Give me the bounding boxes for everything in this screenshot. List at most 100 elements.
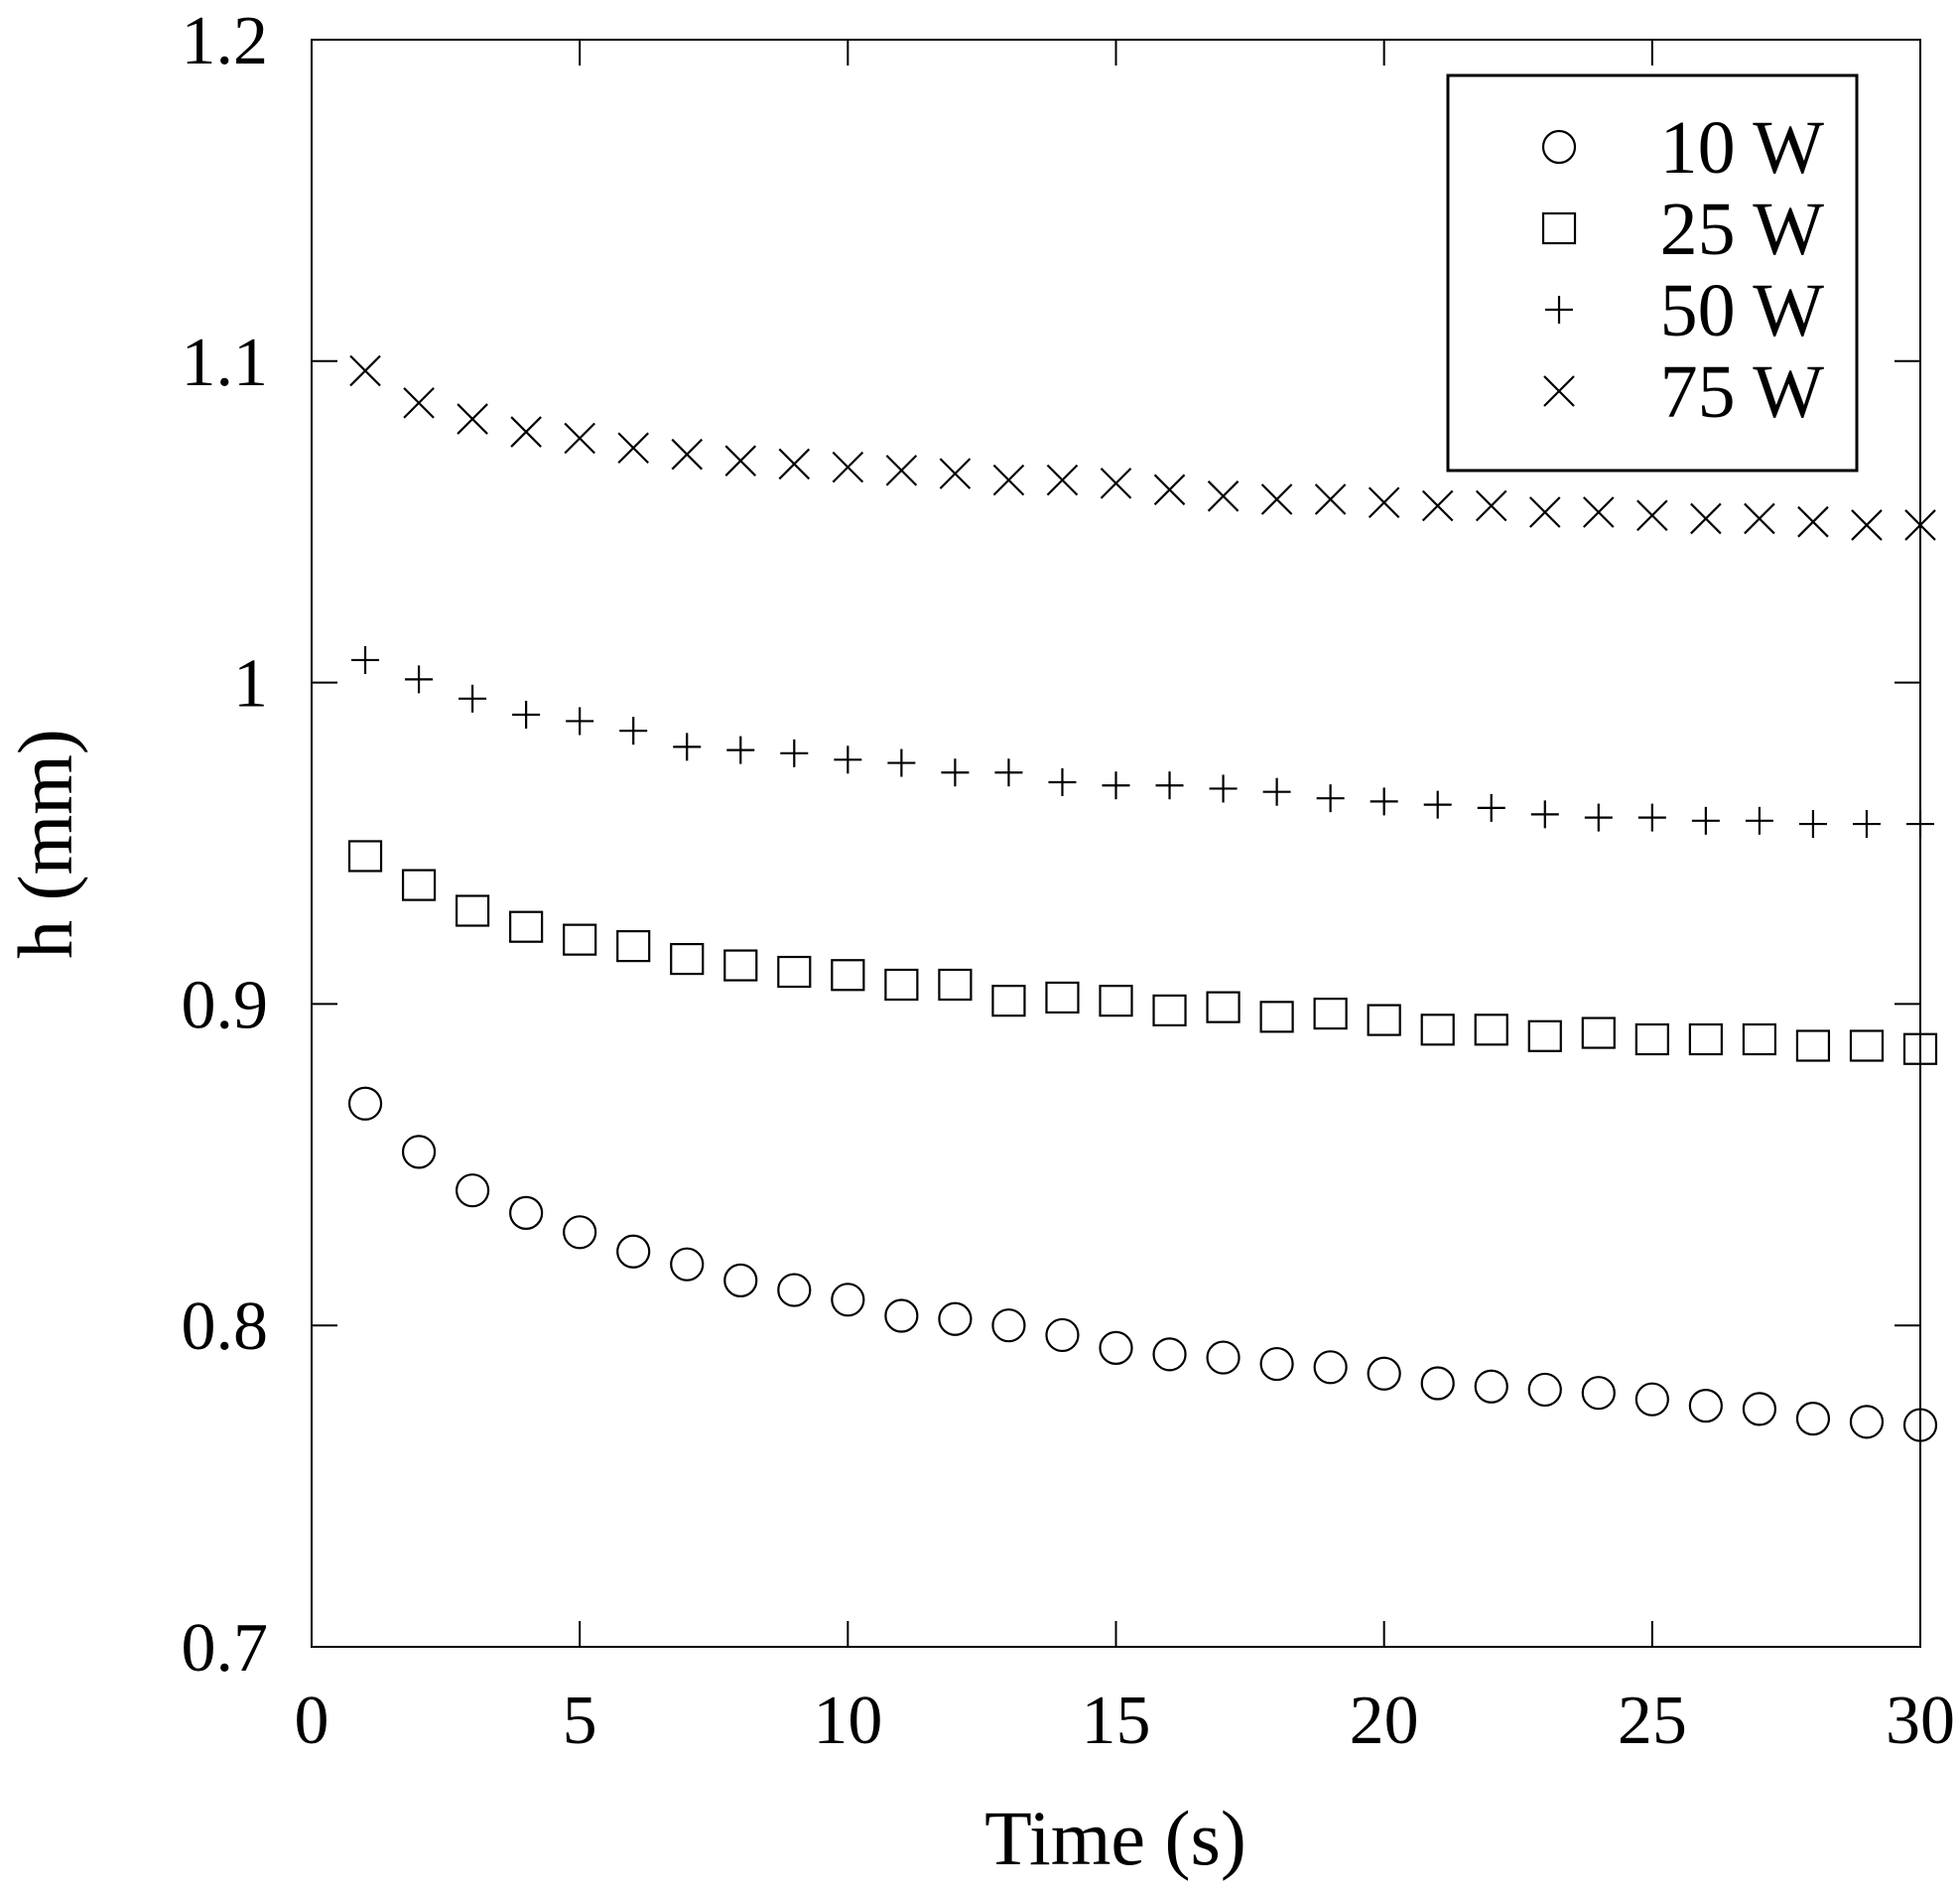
data-point-square: [1742, 1022, 1777, 1056]
data-point-x: [1904, 509, 1936, 541]
x-axis-ticks: 0 5 10 15 20 25 30: [295, 40, 1955, 1759]
y-axis-ticks: 0.7 0.8 0.9 1 1.1 1.2: [182, 3, 1920, 1687]
data-point-plus: [458, 684, 487, 713]
data-point-x: [1314, 483, 1347, 515]
data-point-square: [1849, 1029, 1885, 1062]
data-point-square: [347, 840, 383, 873]
data-point-plus: [1745, 806, 1773, 835]
data-point-plus: [1691, 806, 1720, 835]
data-point-plus: [512, 700, 541, 729]
data-point-circle: [1581, 1376, 1616, 1411]
data-point-circle: [831, 1283, 865, 1317]
y-tick-label: 1: [233, 646, 268, 723]
data-point-x: [1260, 483, 1293, 515]
data-point-x: [1100, 468, 1132, 499]
data-point-square: [1581, 1016, 1616, 1049]
data-point-circle: [1313, 1350, 1348, 1385]
data-point-square: [1420, 1014, 1455, 1046]
legend-marker-x: [1543, 375, 1575, 407]
y-axis-label: h (mm): [2, 729, 88, 959]
y-tick-label: 0.9: [182, 967, 269, 1043]
data-point-plus: [1584, 803, 1613, 832]
data-point-x: [349, 354, 381, 387]
data-point-plus: [1316, 784, 1345, 813]
data-point-plus: [1155, 771, 1184, 800]
series-x: [349, 354, 1936, 541]
series-plus: [351, 645, 1934, 839]
data-point-circle: [1849, 1405, 1885, 1439]
data-point-plus: [834, 745, 862, 774]
data-point-plus: [1637, 803, 1666, 832]
data-point-plus: [405, 665, 434, 694]
data-point-square: [938, 968, 973, 1002]
data-point-x: [1368, 486, 1400, 519]
data-point-square: [723, 949, 758, 982]
data-point-plus: [1209, 774, 1238, 803]
legend-label: 25 W: [1660, 188, 1825, 271]
data-point-plus: [1102, 771, 1130, 800]
x-tick-label: 0: [295, 1683, 329, 1759]
data-point-circle: [1259, 1346, 1294, 1382]
legend-marker-circle: [1541, 129, 1577, 165]
data-point-x: [403, 387, 435, 419]
data-point-square: [1152, 994, 1187, 1026]
data-point-circle: [1420, 1366, 1455, 1401]
data-point-plus: [1370, 787, 1398, 816]
data-point-square: [777, 955, 812, 989]
data-point-circle: [938, 1301, 973, 1336]
data-markers: [347, 354, 1938, 1442]
legend-label: 10 W: [1660, 106, 1825, 190]
data-point-circle: [1474, 1369, 1508, 1404]
data-point-x: [1583, 496, 1615, 528]
data-point-square: [1634, 1022, 1669, 1056]
data-point-circle: [347, 1086, 383, 1121]
data-point-x: [564, 422, 595, 455]
data-point-plus: [1906, 810, 1934, 839]
data-point-plus: [780, 739, 809, 767]
data-point-square: [1045, 981, 1080, 1015]
data-point-x: [671, 438, 704, 471]
data-point-plus: [1477, 793, 1505, 822]
x-axis-label: Time (s): [984, 1795, 1246, 1881]
series-circle: [347, 1086, 1938, 1442]
data-point-circle: [670, 1247, 705, 1282]
data-point-circle: [1045, 1317, 1080, 1353]
data-point-x: [1851, 509, 1883, 541]
legend-label: 50 W: [1660, 269, 1825, 352]
data-point-square: [563, 923, 597, 956]
x-tick-label: 30: [1886, 1683, 1955, 1759]
data-point-square: [1688, 1022, 1723, 1056]
y-tick-label: 1.1: [182, 325, 269, 401]
data-point-x: [1475, 489, 1507, 522]
data-point-square: [670, 942, 705, 976]
data-point-circle: [401, 1135, 437, 1169]
data-point-circle: [509, 1195, 544, 1230]
data-point-x: [1207, 480, 1240, 512]
data-point-square: [1259, 1001, 1294, 1033]
data-point-x: [832, 451, 864, 483]
data-point-square: [1099, 985, 1133, 1017]
series-square: [347, 840, 1938, 1065]
data-point-x: [1797, 505, 1829, 538]
legend-marker-plus: [1545, 296, 1573, 324]
data-point-x: [885, 455, 918, 486]
data-point-plus: [1530, 800, 1559, 829]
data-point-plus: [566, 707, 594, 736]
data-point-x: [1690, 502, 1722, 535]
data-point-circle: [563, 1215, 597, 1250]
data-point-x: [1421, 489, 1454, 522]
data-point-x: [510, 416, 542, 448]
legend-marker-square: [1541, 211, 1577, 245]
x-tick-label: 5: [563, 1683, 597, 1759]
data-point-circle: [991, 1308, 1026, 1343]
data-point-circle: [1795, 1402, 1831, 1436]
data-point-plus: [887, 748, 916, 777]
legend: 10 W25 W50 W75 W: [1446, 73, 1859, 473]
data-point-x: [724, 445, 757, 476]
data-point-circle: [1634, 1382, 1669, 1417]
x-tick-label: 25: [1618, 1683, 1687, 1759]
data-point-circle: [1206, 1340, 1241, 1375]
data-point-x: [457, 403, 488, 435]
data-point-circle: [1688, 1389, 1723, 1423]
